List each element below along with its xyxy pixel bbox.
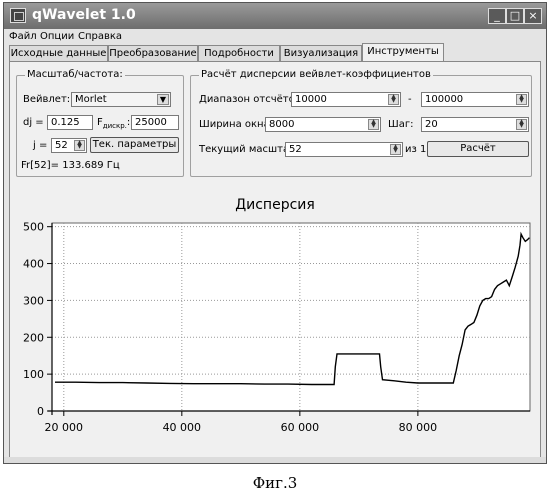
window-title: qWavelet 1.0 (32, 7, 136, 23)
figure-caption: Фиг.3 (0, 474, 550, 492)
step-label: Шаг: (388, 119, 413, 130)
tab-transform[interactable]: Преобразование (108, 45, 198, 61)
fdisc-label: Fдискр.: (97, 117, 130, 130)
frequency-readout: Fr[52]= 133.689 Гц (21, 160, 120, 171)
tools-panel: Масштаб/частота: Вейвлет: Morlet ▼ dj = … (9, 61, 541, 459)
close-button[interactable]: × (524, 8, 542, 24)
current-params-button[interactable]: Тек. параметры (90, 137, 179, 153)
window-width-label: Ширина окна: (199, 119, 273, 130)
spin-arrows-icon[interactable]: ▲▼ (368, 119, 379, 130)
y-tick-label: 300 (23, 294, 44, 307)
chart-title: Дисперсия (10, 197, 540, 213)
x-tick-label: 80 000 (399, 421, 438, 434)
app-window: qWavelet 1.0 _ □ × Файл Опции Справка Ис… (3, 2, 547, 464)
x-tick-label: 20 000 (45, 421, 84, 434)
spin-arrows-icon[interactable]: ▲▼ (390, 144, 401, 155)
y-tick-label: 0 (37, 405, 44, 418)
fdisc-field[interactable]: 25000 (131, 115, 179, 130)
menu-options[interactable]: Опции (40, 31, 74, 42)
spin-arrows-icon[interactable]: ▲▼ (516, 94, 527, 105)
range-from-spinbox[interactable]: 10000 ▲▼ (291, 92, 401, 107)
step-spinbox[interactable]: 20 ▲▼ (421, 117, 529, 132)
scale-frequency-group: Масштаб/частота: Вейвлет: Morlet ▼ dj = … (16, 75, 184, 177)
menu-file[interactable]: Файл (9, 31, 37, 42)
tab-tools[interactable]: Инструменты (362, 43, 444, 62)
range-label: Диапазон отсчётов: (199, 94, 304, 105)
dispersion-chart: 20 000 40 000 60 000 80 000 0 100 200 300 400 500 (10, 214, 540, 452)
current-scale-spinbox[interactable]: 52 ▲▼ (285, 142, 403, 157)
dj-label: dj = (23, 117, 44, 128)
range-to-spinbox[interactable]: 100000 ▲▼ (421, 92, 529, 107)
y-tick-label: 400 (23, 258, 44, 271)
minimize-button[interactable]: _ (488, 8, 506, 24)
spin-arrows-icon[interactable]: ▲▼ (388, 94, 399, 105)
wavelet-value: Morlet (75, 94, 107, 105)
y-tick-label: 100 (23, 368, 44, 381)
j-label: j = (33, 140, 47, 151)
chevron-down-icon[interactable]: ▼ (157, 94, 169, 105)
spin-arrows-icon[interactable]: ▲▼ (74, 140, 85, 151)
tab-visualization[interactable]: Визуализация (280, 45, 362, 61)
range-dash: - (408, 94, 412, 105)
tab-source-data[interactable]: Исходные данные (9, 45, 108, 61)
x-tick-label: 60 000 (281, 421, 320, 434)
menu-bar: Файл Опции Справка (4, 29, 546, 45)
x-tick-label: 40 000 (163, 421, 202, 434)
menu-help[interactable]: Справка (78, 31, 122, 42)
status-bar (4, 457, 546, 463)
wavelet-select[interactable]: Morlet ▼ (71, 92, 171, 107)
j-spinbox[interactable]: 52 ▲▼ (51, 138, 87, 153)
y-tick-label: 500 (23, 221, 44, 234)
app-icon (10, 8, 26, 23)
y-tick-label: 200 (23, 331, 44, 344)
wavelet-label: Вейвлет: (23, 94, 70, 105)
window-width-spinbox[interactable]: 8000 ▲▼ (265, 117, 381, 132)
current-scale-label: Текущий масштаб: (199, 144, 299, 155)
title-bar[interactable]: qWavelet 1.0 _ □ × (4, 3, 546, 29)
calculate-button[interactable]: Расчёт (427, 141, 529, 157)
fdisc-subscript: дискр. (103, 122, 127, 130)
tab-details[interactable]: Подробности (198, 45, 280, 61)
scale-group-title: Масштаб/частота: (25, 69, 125, 80)
spin-arrows-icon[interactable]: ▲▼ (516, 119, 527, 130)
dispersion-group-title: Расчёт дисперсии вейвлет-коэффициентов (199, 69, 433, 80)
maximize-button[interactable]: □ (506, 8, 524, 24)
dj-field[interactable]: 0.125 (47, 115, 93, 130)
dispersion-group: Расчёт дисперсии вейвлет-коэффициентов Д… (190, 75, 532, 177)
